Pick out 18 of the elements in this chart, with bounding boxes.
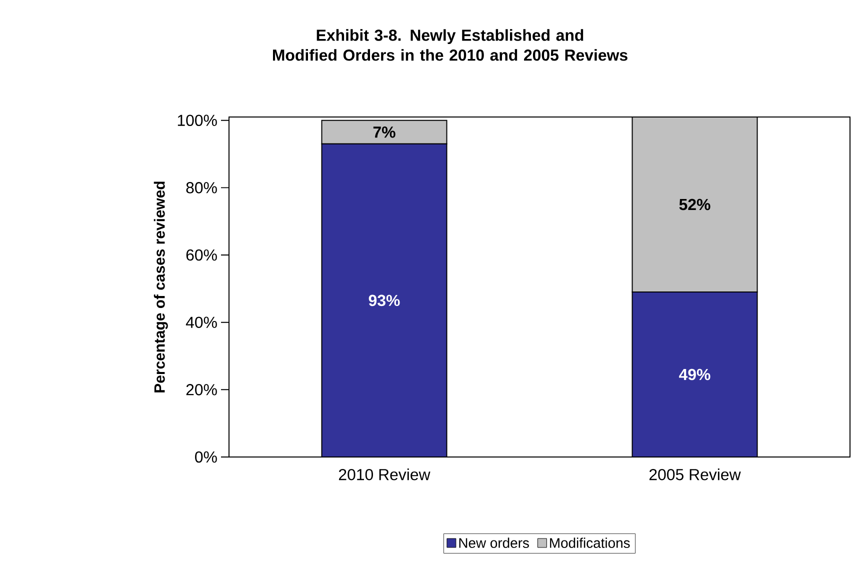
y-tick-label: 80% xyxy=(186,182,217,194)
y-tick-label: 40% xyxy=(186,316,217,328)
y-tick-label: 60% xyxy=(186,249,217,261)
legend-label: Modifications xyxy=(550,538,630,548)
y-axis-title: Percentage of cases reviewed xyxy=(154,182,168,392)
x-tick-label: 2010 Review xyxy=(338,468,430,480)
y-tick-label: 20% xyxy=(186,384,217,396)
legend-label: New orders xyxy=(459,538,529,548)
y-tick-label: 0% xyxy=(195,451,217,463)
bar xyxy=(632,292,758,457)
chart-title: Exhibit 3-8. Newly Established and Modified Orders in the 2010 and 2005 Reviews xyxy=(273,29,628,61)
data-label: 49% xyxy=(679,368,710,380)
y-tick-label: 100% xyxy=(178,114,217,126)
data-label: 52% xyxy=(679,198,710,210)
bar xyxy=(321,143,448,457)
data-label: 7% xyxy=(373,126,396,138)
data-label: 93% xyxy=(368,294,400,306)
x-tick-label: 2005 Review xyxy=(649,468,741,480)
